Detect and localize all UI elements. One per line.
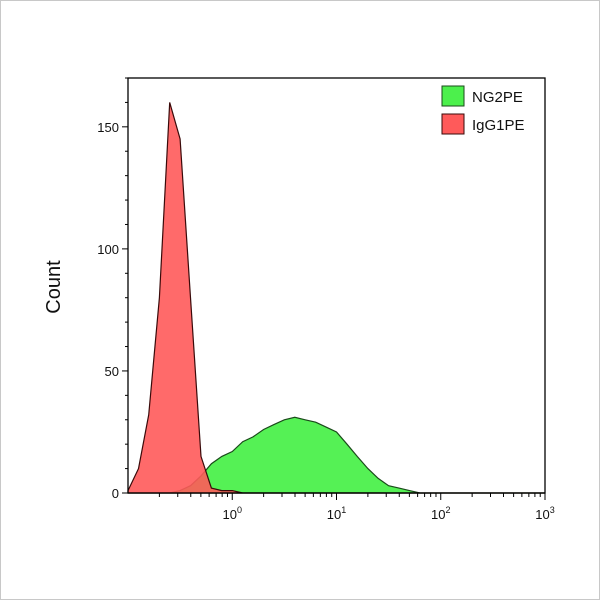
y-tick-label: 50 xyxy=(105,364,119,379)
y-axis-label: Count xyxy=(43,260,65,314)
legend-label-ng2pe: NG2PE xyxy=(472,89,523,106)
x-tick-label: 102 xyxy=(431,505,450,522)
legend-label-igg1pe: IgG1PE xyxy=(472,117,525,134)
y-tick-label: 0 xyxy=(112,486,119,501)
x-tick-label: 101 xyxy=(327,505,346,522)
legend-swatch-igg1pe xyxy=(441,113,465,135)
x-tick-label: 100 xyxy=(223,505,242,522)
legend: NG2PE IgG1PE xyxy=(432,80,544,142)
x-tick-label: 103 xyxy=(535,505,554,522)
y-tick-label: 100 xyxy=(97,242,119,257)
legend-swatch-ng2pe xyxy=(441,85,465,107)
y-tick-label: 150 xyxy=(97,120,119,135)
